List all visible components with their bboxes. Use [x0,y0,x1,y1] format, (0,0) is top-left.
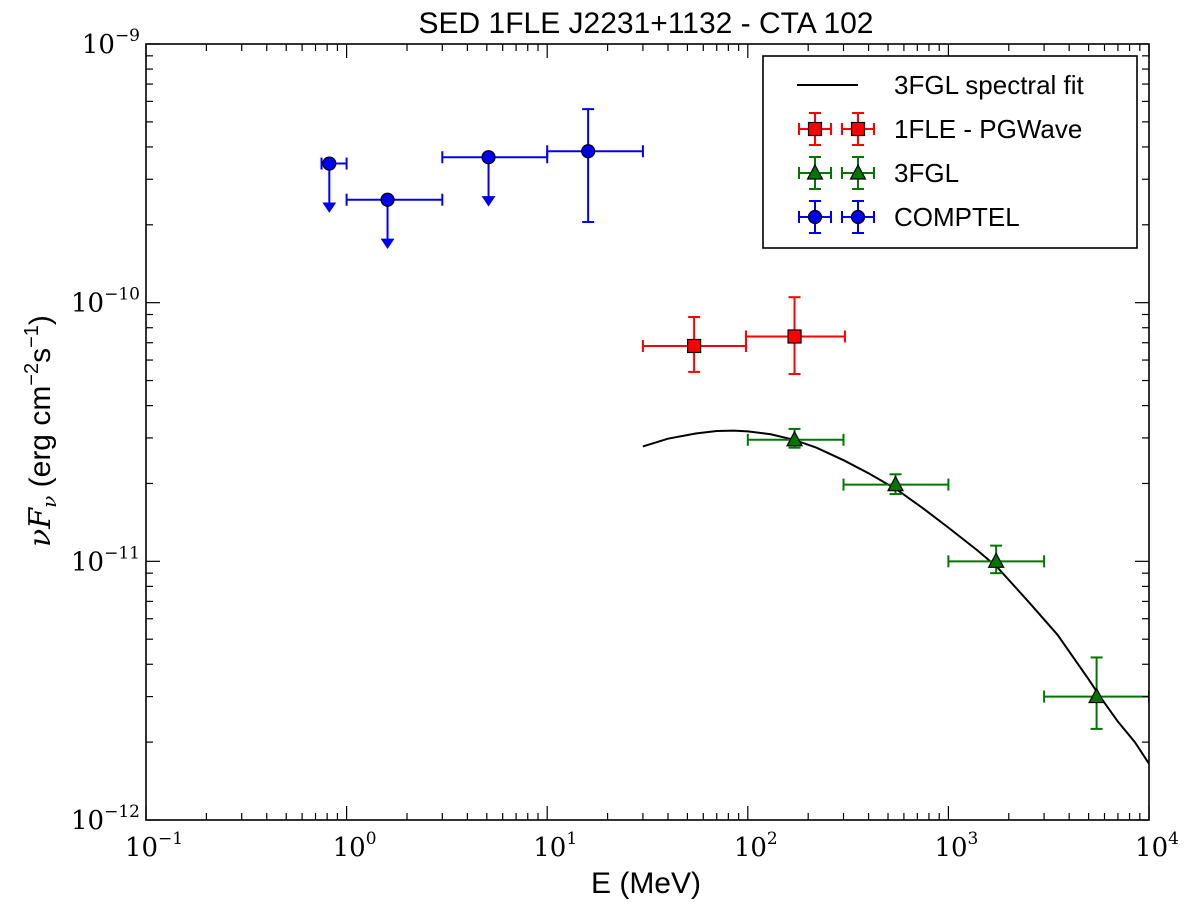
y-label-s-exponent: −1 [21,325,43,348]
1fle-pgwave-point [787,329,802,344]
y-tick-label: 10−12 [71,802,140,836]
legend-3fgl-marker [849,163,867,180]
legend-1fle-pgwave-marker [850,121,866,137]
1fle-pgwave-point [687,338,702,354]
comptel-point [380,192,395,207]
comptel-upper-limit-arrowhead [322,202,337,213]
x-tick-label-base: 10 [125,833,158,863]
legend-3fgl-label: 3FGL [894,158,959,188]
x-tick-label: 10−1 [125,829,183,863]
y-tick-label-base: 10 [71,806,104,836]
y-tick-label-exponent: −12 [104,802,140,822]
y-label-units-close: ) [24,315,57,325]
x-tick-label-base: 10 [533,833,566,863]
legend-1fle-pgwave-label: 1FLE - PGWave [894,114,1082,144]
x-axis-label: E (MeV) [591,867,701,900]
y-label-units-open: (erg cm [24,386,57,496]
x-tick-label-base: 10 [934,833,967,863]
x-tick-label-base: 10 [734,833,767,863]
y-tick-label-base: 10 [71,547,104,577]
y-tick-label-base: 10 [82,30,115,60]
y-tick-label-exponent: −9 [115,26,140,46]
x-tick-label-base: 10 [333,833,366,863]
3fgl-point [1088,687,1106,704]
comptel-point [481,150,496,165]
x-tick-label-base: 10 [1135,833,1168,863]
legend-3fgl-marker [806,163,824,180]
x-tick-label: 102 [734,829,778,863]
y-label-units-s: s [24,348,57,363]
comptel-point [581,144,596,159]
3fgl-point [987,552,1005,568]
comptel-upper-limit-arrowhead [380,238,395,250]
legend-1fle-pgwave-marker [807,121,823,137]
legend-comptel-label: COMPTEL [894,202,1020,232]
chart-title: SED 1FLE J2231+1132 - CTA 102 [419,7,874,40]
x-tick-label: 101 [533,829,577,863]
legend-3fgl-spectral-fit-label: 3FGL spectral fit [894,70,1085,100]
x-tick-label: 104 [1135,829,1179,863]
plot-area [320,108,1149,765]
x-tick-label-exponent: 3 [968,829,979,849]
plot-frame [145,43,1150,821]
y-label-nu: ν [23,529,58,547]
x-tick-label-exponent: 1 [566,829,577,849]
y-label-cm-exponent: −2 [21,363,43,386]
x-tick-label-exponent: 2 [767,829,778,849]
y-label-f-subscript: ν [37,496,61,508]
y-axis-label: νFν (erg cm−2s−1) [21,315,61,547]
y-tick-label-exponent: −10 [104,285,140,305]
3fgl-point [887,475,905,492]
x-tick-label: 100 [333,829,377,863]
x-tick-label-exponent: 4 [1168,829,1179,849]
comptel-upper-limit-arrowhead [481,196,496,207]
x-tick-label-exponent: −1 [158,829,183,849]
legend-comptel-marker [850,209,866,225]
x-tick-label-exponent: 0 [366,829,377,849]
y-label-f: F [23,507,58,530]
y-tick-label-base: 10 [71,289,104,319]
y-tick-label-exponent: −11 [104,543,140,563]
x-tick-label: 103 [934,829,978,863]
comptel-point [322,156,337,171]
3fgl-point [786,430,804,447]
y-tick-label: 10−10 [71,285,140,319]
legend: 3FGL spectral fit 1FLE - PGWave 3FGL COMPTE… [762,55,1138,249]
y-tick-label: 10−9 [82,26,140,60]
legend-comptel-marker [807,209,823,225]
y-tick-label: 10−11 [71,543,140,577]
